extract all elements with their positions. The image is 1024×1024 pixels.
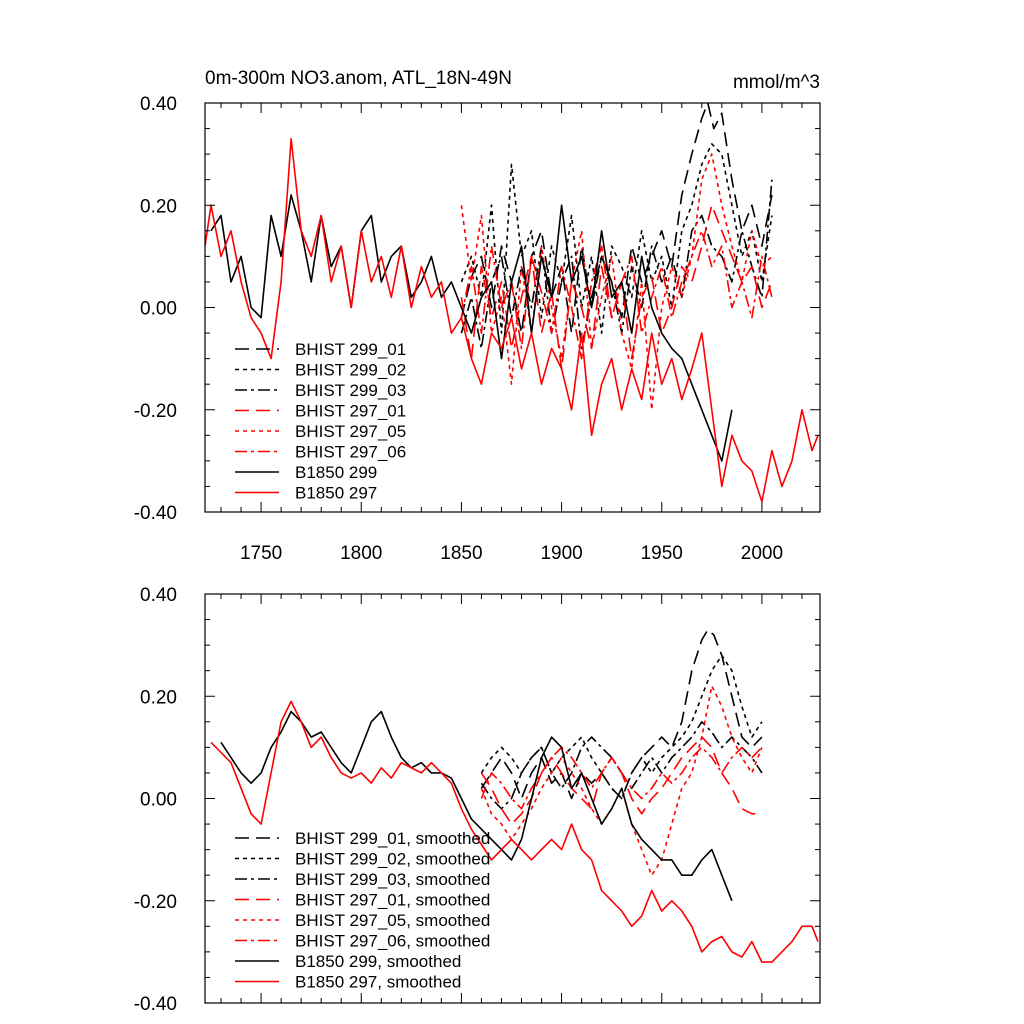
series-line-2 [480, 654, 763, 800]
x-tick-label: 1850 [440, 543, 482, 564]
units-label: mmol/m^3 [733, 72, 820, 93]
y-tick-label: 0.40 [140, 585, 177, 606]
series-line-2 [460, 143, 773, 334]
x-tick-label: 1900 [540, 543, 582, 564]
legend-label: BHIST 299_01, smoothed [295, 829, 490, 848]
series-line-5 [480, 685, 763, 876]
legend-label: BHIST 299_02 [295, 361, 406, 380]
series-line-1 [460, 103, 773, 334]
y-tick-label: -0.40 [134, 503, 177, 524]
x-tick-label: 2000 [741, 543, 783, 564]
series-line-5 [460, 153, 773, 411]
legend-label: BHIST 299_02, smoothed [295, 850, 490, 869]
legend-label: BHIST 297_01, smoothed [295, 891, 490, 910]
y-tick-label: -0.40 [134, 994, 177, 1015]
series-line-6 [480, 746, 763, 810]
series-line-7 [210, 194, 733, 462]
series-line-3 [460, 179, 773, 350]
series-line-3 [480, 721, 763, 810]
y-tick-label: 0.00 [140, 299, 177, 320]
legend-label: B1850 297 [295, 484, 377, 503]
x-tick-label: 1800 [340, 543, 382, 564]
legend-label: B1850 299, smoothed [295, 952, 461, 971]
legend-label: B1850 299 [295, 463, 377, 482]
legend-label: BHIST 297_06, smoothed [295, 932, 490, 951]
y-tick-label: -0.20 [134, 892, 177, 913]
bottom-panel: -0.40 -0.20 0.00 0.20 0.40 BHIST 299_01, smoo… [134, 585, 821, 1015]
y-tick-label: 0.00 [140, 790, 177, 811]
series-line-6 [460, 230, 773, 360]
x-tick-label: 1950 [641, 543, 683, 564]
y-tick-label: -0.20 [134, 401, 177, 422]
legend-label: BHIST 297_06 [295, 443, 406, 462]
y-tick-label: 0.40 [140, 94, 177, 115]
y-tick-label: 0.20 [140, 687, 177, 708]
legend-label: BHIST 299_01 [295, 340, 406, 359]
legend-label: BHIST 297_05 [295, 422, 406, 441]
legend-label: BHIST 299_03, smoothed [295, 870, 490, 889]
series-line-7 [220, 710, 733, 902]
legend-label: BHIST 299_03 [295, 381, 406, 400]
series-line-8 [205, 138, 819, 503]
series-line-8 [210, 700, 819, 963]
y-tick-label: 0.20 [140, 196, 177, 217]
legend-label: BHIST 297_05, smoothed [295, 911, 490, 930]
x-tick-label: 1750 [240, 543, 282, 564]
legend-label: BHIST 297_01 [295, 402, 406, 421]
chart-title: 0m-300m NO3.anom, ATL_18N-49N [205, 68, 512, 89]
top-panel: -0.40 -0.20 0.00 0.20 0.40 1750 1800 1850 1900 19… [134, 94, 821, 564]
series-line-4 [480, 736, 762, 825]
legend-label: B1850 297, smoothed [295, 973, 461, 992]
